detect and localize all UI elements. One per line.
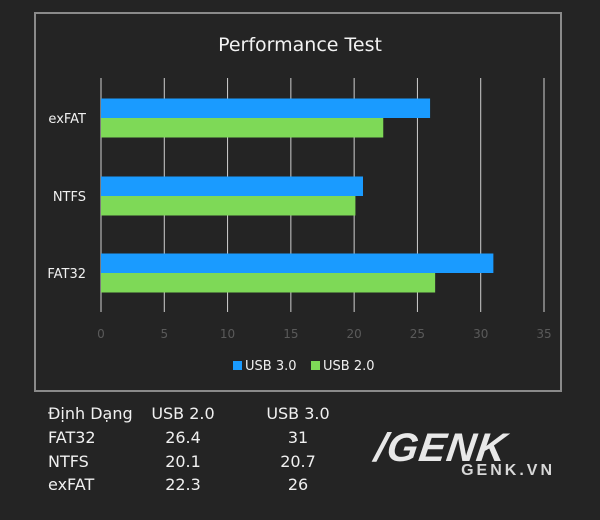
table-cell: 22.3 <box>165 475 201 494</box>
bar-usb-3-0 <box>101 176 364 196</box>
y-category-label: NTFS <box>53 190 86 205</box>
legend-swatch <box>311 361 320 370</box>
chart-title: Performance Test <box>218 34 382 56</box>
table-cell: 26.4 <box>165 428 201 447</box>
table-cell: NTFS <box>48 452 89 471</box>
table-cell: 20.1 <box>165 452 201 471</box>
table-cell: exFAT <box>48 475 95 494</box>
legend-swatch <box>233 361 242 370</box>
chart-frame <box>34 12 562 392</box>
table-header-cell: USB 2.0 <box>151 404 215 423</box>
bar-usb-2-0 <box>101 118 384 138</box>
x-tick-label: 20 <box>347 327 362 341</box>
y-category-label: exFAT <box>48 112 86 127</box>
bar-chart: Performance Test 0 5 10 15 20 25 30 35 exFAT NTFS… <box>47 34 551 374</box>
x-tick-label: 25 <box>410 327 425 341</box>
bar-usb-2-0 <box>101 196 356 216</box>
x-tick-label: 30 <box>473 327 488 341</box>
table-header-cell: Định Dạng <box>48 404 133 423</box>
legend-label: USB 2.0 <box>323 359 375 374</box>
table-cell: 20.7 <box>280 452 316 471</box>
genk-logo: /GENK GENK.VN <box>372 426 565 496</box>
bar-usb-3-0 <box>101 253 494 273</box>
x-tick-label: 10 <box>220 327 235 341</box>
logo-sub: GENK.VN <box>461 462 555 479</box>
table-cell: FAT32 <box>48 428 96 447</box>
x-tick-label: 35 <box>536 327 551 341</box>
table-cell: 26 <box>287 475 309 494</box>
y-category-label: FAT32 <box>47 267 86 282</box>
bar-usb-2-0 <box>101 273 436 293</box>
x-tick-label: 0 <box>97 327 105 341</box>
legend-label: USB 3.0 <box>245 359 297 374</box>
table-header-cell: USB 3.0 <box>266 404 330 423</box>
x-tick-label: 5 <box>160 327 168 341</box>
table-cell: 31 <box>287 428 309 447</box>
x-tick-label: 15 <box>283 327 298 341</box>
bar-usb-3-0 <box>101 98 431 118</box>
